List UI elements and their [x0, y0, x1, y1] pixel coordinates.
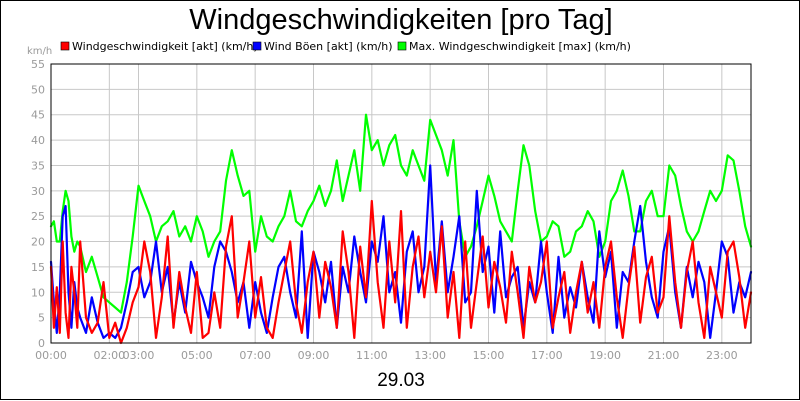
y-tick-label: 30	[31, 185, 45, 198]
x-tick-label: 02:00	[93, 349, 125, 362]
x-tick-label: 15:00	[473, 349, 505, 362]
plot-border	[50, 63, 752, 344]
x-tick-label: 13:00	[414, 349, 446, 362]
x-tick-label: 23:00	[706, 349, 738, 362]
chart-title: Windgeschwindigkeiten [pro Tag]	[189, 4, 612, 36]
y-tick-label: 35	[31, 159, 45, 172]
legend-label-akt: Windgeschwindigkeit [akt] (km/h)	[72, 40, 258, 53]
series-line-2	[49, 199, 753, 345]
legend: Windgeschwindigkeit [akt] (km/h) Wind Bö…	[60, 40, 631, 53]
x-tick-label: 21:00	[648, 349, 680, 362]
y-tick-label: 45	[31, 109, 45, 122]
y-tick-label: 20	[31, 236, 45, 249]
x-tick-label: 00:00	[35, 349, 67, 362]
series-group	[49, 113, 753, 345]
x-tick-label: 11:00	[356, 349, 388, 362]
series-line-1	[49, 164, 753, 339]
y-tick-label: 50	[31, 83, 45, 96]
legend-label-max: Max. Windgeschwindigkeit [max] (km/h)	[409, 40, 631, 53]
y-tick-label: 10	[31, 286, 45, 299]
y-tick-label: 40	[31, 134, 45, 147]
x-tick-label: 07:00	[239, 349, 271, 362]
y-tick-label: 0	[38, 337, 45, 350]
legend-swatch-green	[397, 41, 407, 51]
x-tick-label: 03:00	[123, 349, 155, 362]
x-tick-label: 19:00	[589, 349, 621, 362]
y-axis-unit: km/h	[27, 46, 52, 57]
legend-swatch-red	[60, 41, 70, 51]
x-tick-label: 17:00	[531, 349, 563, 362]
y-axis-ticks: 0 5 10 15 20 25 30 35 40 45 50 55	[31, 58, 45, 350]
legend-swatch-blue	[252, 41, 262, 51]
y-tick-label: 15	[31, 261, 45, 274]
x-tick-label: 05:00	[181, 349, 213, 362]
y-tick-label: 55	[31, 58, 45, 71]
x-tick-label: 09:00	[298, 349, 330, 362]
y-tick-label: 5	[38, 312, 45, 325]
y-tick-label: 25	[31, 210, 45, 223]
legend-label-boeen: Wind Böen [akt] (km/h)	[264, 40, 393, 53]
date-label: 29.03	[377, 370, 425, 391]
series-line-0	[49, 113, 753, 314]
